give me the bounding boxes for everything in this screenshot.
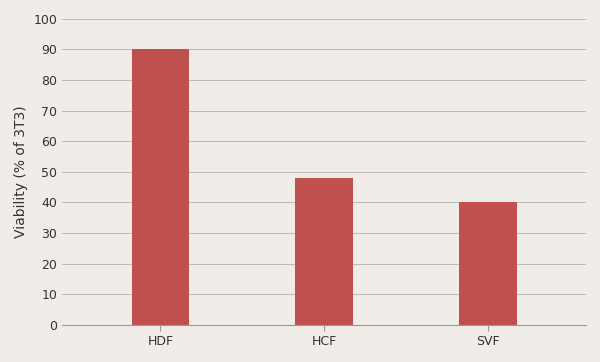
Bar: [459, 202, 517, 325]
Bar: [295, 178, 353, 325]
Bar: [132, 50, 189, 325]
Y-axis label: Viability (% of 3T3): Viability (% of 3T3): [14, 105, 28, 238]
